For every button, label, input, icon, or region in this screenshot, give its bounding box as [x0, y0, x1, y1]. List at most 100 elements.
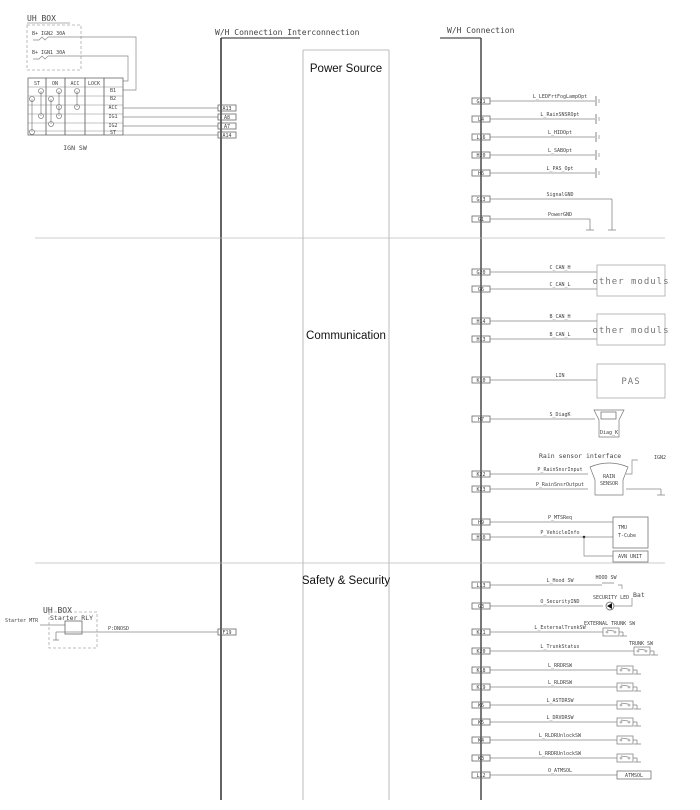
- hood-sw-label: HOOD SW: [595, 575, 617, 581]
- switch-lever: [620, 667, 629, 670]
- ign-col-header: ST: [34, 81, 40, 87]
- switch-lever: [620, 737, 629, 740]
- switch-contact: [619, 703, 623, 707]
- switch-contact: [619, 738, 623, 742]
- ign-terminal-label: ACC: [108, 105, 117, 111]
- connector-pin-label: F19: [222, 630, 231, 636]
- ign-sw-label: IGN SW: [63, 144, 87, 152]
- signal-label: L_RRDRUnlockSW: [539, 751, 582, 757]
- switch-icon: [616, 665, 634, 675]
- section-power-source: Power Source: [310, 63, 382, 75]
- starter-motor-label: Starter MTR: [5, 618, 39, 624]
- ign2-label: IGN2: [654, 455, 666, 461]
- connector-pin-box: [217, 113, 237, 121]
- avn-unit-label: AVN UNIT: [618, 554, 642, 560]
- uh-box-outline: [26, 24, 82, 71]
- ign-col-header: ACC: [70, 81, 79, 87]
- tmu-label: TMU: [618, 525, 627, 531]
- connector-pin-label: H13: [476, 337, 485, 343]
- starter-signal-label: P:DNOSD: [108, 626, 129, 632]
- header-interconnection: W/H Connection Interconnection: [215, 28, 360, 37]
- signal-label: P_RainSnsrInput: [537, 467, 582, 473]
- connector-pin-label: L4: [478, 117, 484, 123]
- starter-uh-box: [48, 611, 98, 649]
- signal-label: P_VehicleInfo: [540, 530, 579, 536]
- connector-pin-label: A7: [224, 124, 230, 130]
- ign-terminal-label: IG1: [108, 114, 117, 120]
- switch-lever: [620, 702, 629, 705]
- rain-sensor-label: RAIN: [603, 474, 615, 480]
- signal-label: SignalGND: [546, 192, 573, 198]
- other-modules-box-1: [596, 264, 666, 297]
- switch-lever: [620, 755, 629, 758]
- signal-label: L_ExternalTrunkSW: [534, 625, 586, 631]
- ign-terminal-label: ST: [110, 130, 116, 136]
- switch-lever: [637, 648, 646, 651]
- external-trunk-sw-label: EXTERNAL TRUNK SW: [584, 621, 636, 627]
- tmu-label: T-Cube: [618, 533, 636, 539]
- diag-label: Diag_K: [600, 430, 618, 436]
- switch-contact: [619, 668, 623, 672]
- switch-icon: [616, 753, 634, 763]
- connector-pin-label: K18: [476, 668, 485, 674]
- signal-label: C_CAN_L: [549, 282, 570, 288]
- switch-contact: [619, 685, 623, 689]
- connector-pin-label: H6: [478, 171, 484, 177]
- bat-label: Bat: [633, 591, 645, 599]
- switch-contact: [613, 630, 617, 634]
- connector-pin-label: K22: [476, 472, 485, 478]
- ign-terminal-label: IG2: [108, 123, 117, 129]
- header-connection: W/H Connection: [447, 26, 515, 35]
- signal-label: L_PAS_Opt: [546, 166, 573, 172]
- connector-pin-label: K19: [476, 685, 485, 691]
- signal-label: L_LEDFrtFogLampOpt: [533, 94, 587, 100]
- connector-pin-label: G20: [476, 270, 485, 276]
- atmsol-box: [616, 770, 652, 780]
- signal-label: L_TrunkStatus: [540, 644, 579, 650]
- switch-contact: [619, 720, 623, 724]
- section-safety-security: Safety & Security: [302, 575, 390, 587]
- switch-contact: [644, 649, 648, 653]
- switch-contact: [627, 738, 631, 742]
- other-modules-1-label: other moduls: [592, 277, 669, 287]
- signal-label: B_CAN_H: [549, 314, 570, 320]
- connector-pin-label: A14: [222, 133, 231, 139]
- connector-pin-label: K20: [476, 649, 485, 655]
- connector-pin-label: K6: [478, 703, 484, 709]
- connector-pin-label: K23: [476, 487, 485, 493]
- connector-pin-label: G3: [478, 604, 484, 610]
- connector-pin-label: L13: [476, 583, 485, 589]
- connector-pin-label: L12: [476, 773, 485, 779]
- connector-pin-label: H20: [476, 153, 485, 159]
- connector-pin-label: H7: [478, 417, 484, 423]
- ign-switch-table: [27, 77, 124, 136]
- connector-pin-box: [217, 131, 237, 139]
- connector-pin-label: A8: [224, 115, 230, 121]
- signal-label: C_CAN_H: [549, 265, 570, 271]
- connector-pin-label: G1: [478, 217, 484, 223]
- connector-pin-label: A13: [222, 106, 231, 112]
- ign-terminal-label: B1: [110, 88, 116, 94]
- atmsol-label: ATMSOL: [625, 773, 643, 779]
- trunk-sw-label: TRUNK SW: [629, 641, 654, 647]
- switch-lever: [606, 629, 615, 632]
- connector-pin-label: K5: [478, 720, 484, 726]
- ign-terminal-label: B2: [110, 96, 116, 102]
- connector-pin-label: H9: [478, 520, 484, 526]
- switch-icon: [633, 646, 651, 656]
- diag-connector-slot: [600, 411, 617, 420]
- switch-icon: [602, 627, 620, 637]
- signal-label: L_RLDRUnlockSW: [539, 733, 582, 739]
- switch-contact: [619, 756, 623, 760]
- signal-label: L_Hood SW: [546, 578, 574, 584]
- switch-icon: [616, 682, 634, 692]
- fuse-ign2-wire: [33, 36, 137, 91]
- ground-icon: [618, 584, 623, 589]
- fuse-ign1-wire: [33, 55, 129, 82]
- rain-sensor-label: SENSOR: [600, 481, 619, 487]
- rain-sensor-title: Rain sensor interface: [539, 452, 621, 460]
- signal-label: L_RainSNSROpt: [540, 112, 579, 118]
- ign-col-header: ON: [52, 81, 58, 87]
- starter-relay-label: Starter RLY: [50, 614, 93, 622]
- signal-label: L_RLDRSW: [548, 680, 573, 686]
